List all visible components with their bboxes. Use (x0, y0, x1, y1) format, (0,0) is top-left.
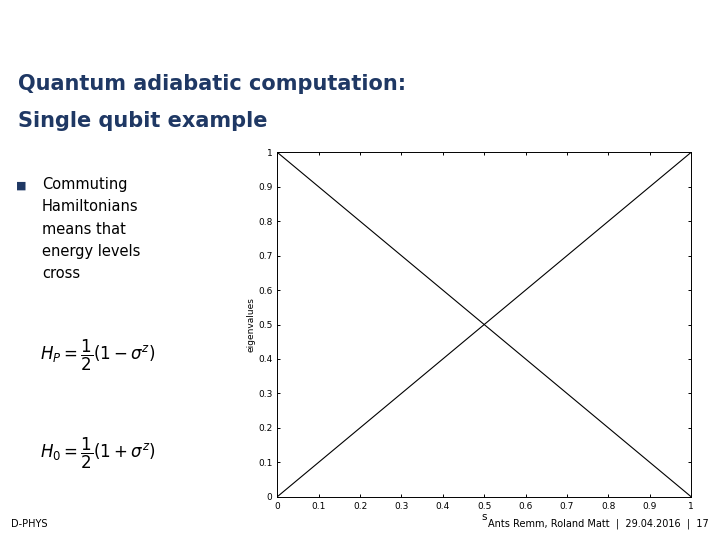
Text: $H_P = \dfrac{1}{2}(1 - \sigma^z)$: $H_P = \dfrac{1}{2}(1 - \sigma^z)$ (40, 338, 156, 373)
Text: Ants Remm, Roland Matt  |  29.04.2016  |  17: Ants Remm, Roland Matt | 29.04.2016 | 17 (488, 518, 709, 529)
Text: zürich: zürich (42, 15, 82, 28)
Y-axis label: eigenvalues: eigenvalues (246, 297, 255, 352)
Text: ■: ■ (16, 181, 27, 191)
Text: $H_0 = \dfrac{1}{2}(1 + \sigma^z)$: $H_0 = \dfrac{1}{2}(1 + \sigma^z)$ (40, 435, 156, 471)
X-axis label: s: s (482, 512, 487, 522)
Text: Single qubit example: Single qubit example (18, 111, 268, 131)
Text: ETH: ETH (9, 14, 42, 29)
Text: Quantum adiabatic computation:: Quantum adiabatic computation: (18, 73, 406, 94)
Text: D-PHYS: D-PHYS (11, 518, 48, 529)
Text: Commuting
Hamiltonians
means that
energy levels
cross: Commuting Hamiltonians means that energy… (42, 177, 140, 281)
